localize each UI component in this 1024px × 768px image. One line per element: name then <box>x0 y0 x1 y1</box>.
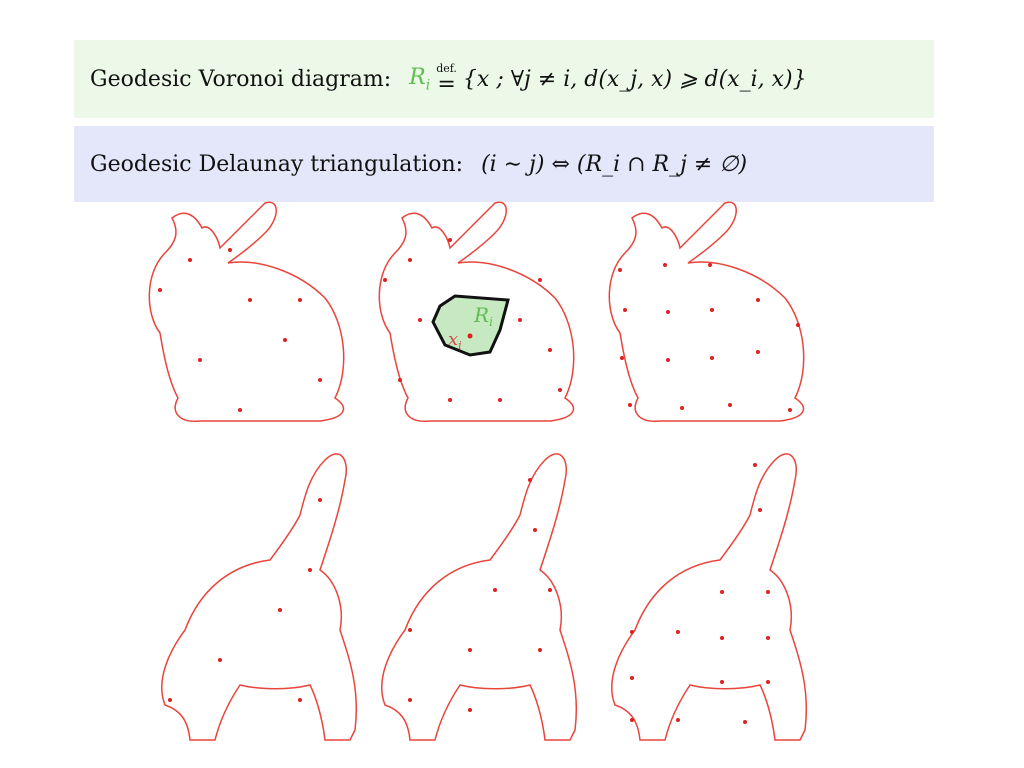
voronoi-label: Geodesic Voronoi diagram: <box>90 66 392 92</box>
sample-points-bunny-dense <box>618 263 800 412</box>
elephant-figure-dense <box>611 453 807 740</box>
sample-points-bunny-sparse <box>158 248 322 412</box>
sample-points-elephant-sparse <box>168 498 322 702</box>
bunny-outline-sparse <box>148 201 345 423</box>
voronoi-definition-box: Geodesic Voronoi diagram: Ri def. = {x ; … <box>74 40 934 118</box>
sample-points-elephant-medium <box>408 478 552 712</box>
point-label: xi <box>448 329 462 352</box>
elephant-outline-dense <box>611 453 808 741</box>
elephant-figure-sparse <box>161 453 357 740</box>
voronoi-region-symbol: Ri <box>409 64 431 94</box>
bunny-figure-dense <box>609 202 804 422</box>
delaunay-expression: (i ∼ j) ⇔ (R_i ∩ R_j ≠ ∅) <box>481 151 748 177</box>
bunny-outline-dense <box>608 201 805 423</box>
elephant-outline-sparse <box>161 453 358 741</box>
highlighted-voronoi-cell <box>431 294 510 357</box>
delaunay-label: Geodesic Delaunay triangulation: <box>90 151 464 177</box>
elephant-figure-medium <box>381 453 577 740</box>
region-label: Ri <box>473 303 493 329</box>
elephant-outline-medium <box>381 453 578 741</box>
definition-equals: def. = <box>436 61 457 97</box>
voronoi-set-expression: {x ; ∀j ≠ i, d(x_j, x) ⩾ d(x_i, x)} <box>462 66 807 92</box>
delaunay-definition-box: Geodesic Delaunay triangulation: (i ∼ j)… <box>74 126 934 202</box>
bunny-figure-sparse <box>149 202 344 422</box>
sample-points-elephant-dense <box>630 463 770 724</box>
sample-points-bunny-medium <box>383 238 562 402</box>
